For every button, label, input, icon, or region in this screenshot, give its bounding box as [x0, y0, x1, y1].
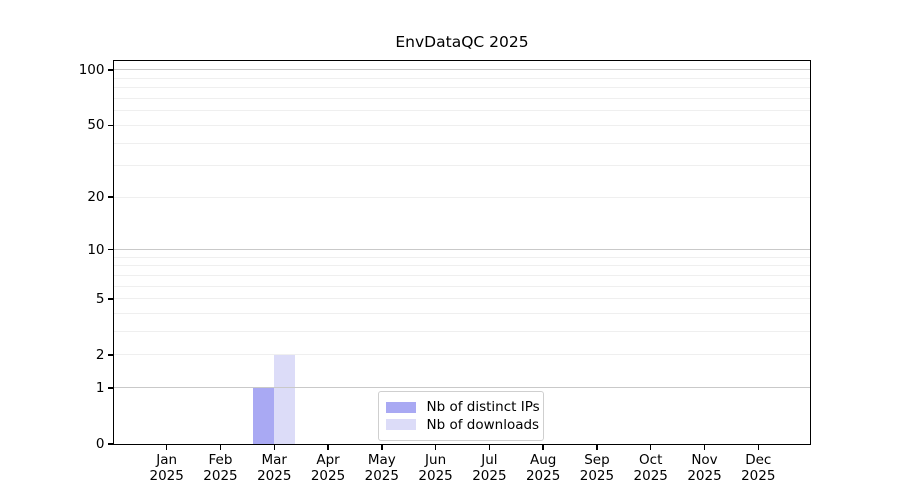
bar-distinct-ips	[252, 387, 274, 444]
x-tick-year: 2025	[149, 468, 184, 484]
x-axis-tick-label: Jul 2025	[449, 452, 529, 484]
gridline-minor	[113, 256, 810, 258]
y-axis-tick-label: 20	[87, 189, 105, 206]
x-tick-year: 2025	[364, 468, 399, 484]
legend-swatch	[385, 419, 416, 430]
bar-downloads	[273, 354, 295, 444]
x-axis-tick-label: Nov 2025	[665, 452, 745, 484]
gridline-minor	[113, 77, 810, 79]
x-tick-year: 2025	[633, 468, 668, 484]
x-tick-month: Jan	[156, 452, 178, 468]
x-tick-mark	[434, 444, 437, 450]
x-tick-month: Aug	[529, 452, 557, 468]
x-tick-year: 2025	[687, 468, 722, 484]
y-tick-mark	[107, 69, 114, 71]
x-axis-tick-label: Dec 2025	[718, 452, 798, 484]
y-tick-mark	[107, 354, 114, 356]
x-tick-mark	[596, 444, 598, 450]
y-axis-tick-label: 0	[95, 436, 105, 452]
x-axis-tick-label: Mar 2025	[234, 452, 314, 484]
legend-label: Nb of downloads	[426, 416, 540, 433]
gridline-minor	[113, 110, 810, 112]
gridline-major	[113, 249, 810, 251]
x-tick-month: Oct	[639, 452, 663, 468]
y-tick-mark	[107, 387, 114, 389]
gridline-minor	[113, 196, 810, 198]
gridline-major	[113, 387, 810, 389]
gridline-minor	[113, 142, 810, 144]
x-tick-month: Sep	[584, 452, 610, 468]
y-tick-mark	[107, 443, 114, 445]
x-tick-mark	[327, 444, 329, 450]
x-tick-month: Apr	[316, 452, 340, 468]
x-tick-month: Mar	[261, 452, 287, 468]
legend-label: Nb of distinct IPs	[426, 399, 540, 415]
legend-item: Nb of distinct IPs	[385, 399, 540, 415]
x-tick-year: 2025	[310, 468, 346, 484]
x-tick-mark	[165, 444, 168, 450]
x-tick-mark	[542, 444, 544, 450]
chart-title: EnvDataQC 2025	[395, 33, 529, 51]
gridline-minor	[113, 354, 810, 356]
x-axis-tick-label: Jun 2025	[396, 452, 476, 484]
y-tick-mark	[107, 196, 114, 198]
x-tick-month: Jul	[481, 452, 498, 468]
x-tick-month: Nov	[691, 452, 718, 468]
x-tick-mark	[757, 444, 760, 450]
x-axis-tick-label: Aug 2025	[503, 452, 583, 484]
gridline-minor	[113, 124, 810, 126]
x-axis-tick-label: Feb 2025	[180, 452, 260, 484]
y-axis-tick-label: 100	[78, 61, 105, 78]
gridline-major	[113, 69, 810, 71]
gridline-minor	[113, 87, 810, 89]
x-tick-mark	[703, 444, 706, 450]
x-tick-year: 2025	[203, 468, 238, 484]
gridline-minor	[113, 274, 810, 276]
y-tick-mark	[107, 298, 114, 300]
gridline-minor	[113, 165, 810, 167]
x-axis-tick-label: Sep 2025	[557, 452, 637, 484]
legend: Nb of distinct IPs Nb of downloads	[377, 390, 544, 441]
gridline-minor	[113, 98, 810, 100]
x-tick-year: 2025	[257, 468, 292, 484]
x-tick-year: 2025	[579, 468, 615, 484]
x-axis-tick-label: May 2025	[342, 452, 422, 484]
y-tick-mark	[107, 124, 114, 127]
x-tick-month: Feb	[208, 452, 233, 468]
gridline-minor	[113, 313, 810, 315]
y-axis-tick-label: 2	[95, 346, 105, 363]
y-tick-mark	[107, 248, 114, 251]
gridline-minor	[113, 331, 810, 333]
x-tick-year: 2025	[418, 468, 453, 484]
gridline-minor	[113, 298, 810, 300]
gridline-minor	[113, 285, 810, 287]
x-tick-year: 2025	[525, 468, 561, 484]
x-tick-mark	[219, 444, 222, 450]
x-axis-tick-label: Apr 2025	[288, 452, 368, 484]
gridline-minor	[113, 265, 810, 267]
legend-item: Nb of downloads	[385, 417, 539, 433]
x-tick-year: 2025	[741, 468, 776, 484]
x-tick-month: Jun	[425, 452, 447, 468]
x-axis-tick-label: Jan 2025	[127, 452, 207, 484]
y-axis-tick-label: 1	[95, 379, 105, 396]
x-tick-month: Dec	[745, 452, 772, 468]
gridlines-layer	[113, 61, 810, 444]
x-tick-mark	[273, 444, 275, 450]
y-axis-tick-label: 10	[87, 241, 105, 258]
x-tick-month: May	[367, 452, 396, 468]
bars-layer	[114, 61, 810, 444]
legend-swatch	[385, 401, 416, 413]
x-tick-mark	[381, 444, 383, 450]
x-tick-mark	[649, 444, 652, 450]
y-axis-tick-label: 50	[87, 117, 105, 134]
y-axis-tick-label: 5	[95, 290, 105, 307]
x-tick-mark	[488, 444, 491, 450]
x-tick-year: 2025	[472, 468, 507, 484]
plot-area: Nb of distinct IPs Nb of downloads	[112, 59, 811, 445]
x-axis-tick-label: Oct 2025	[611, 452, 691, 484]
